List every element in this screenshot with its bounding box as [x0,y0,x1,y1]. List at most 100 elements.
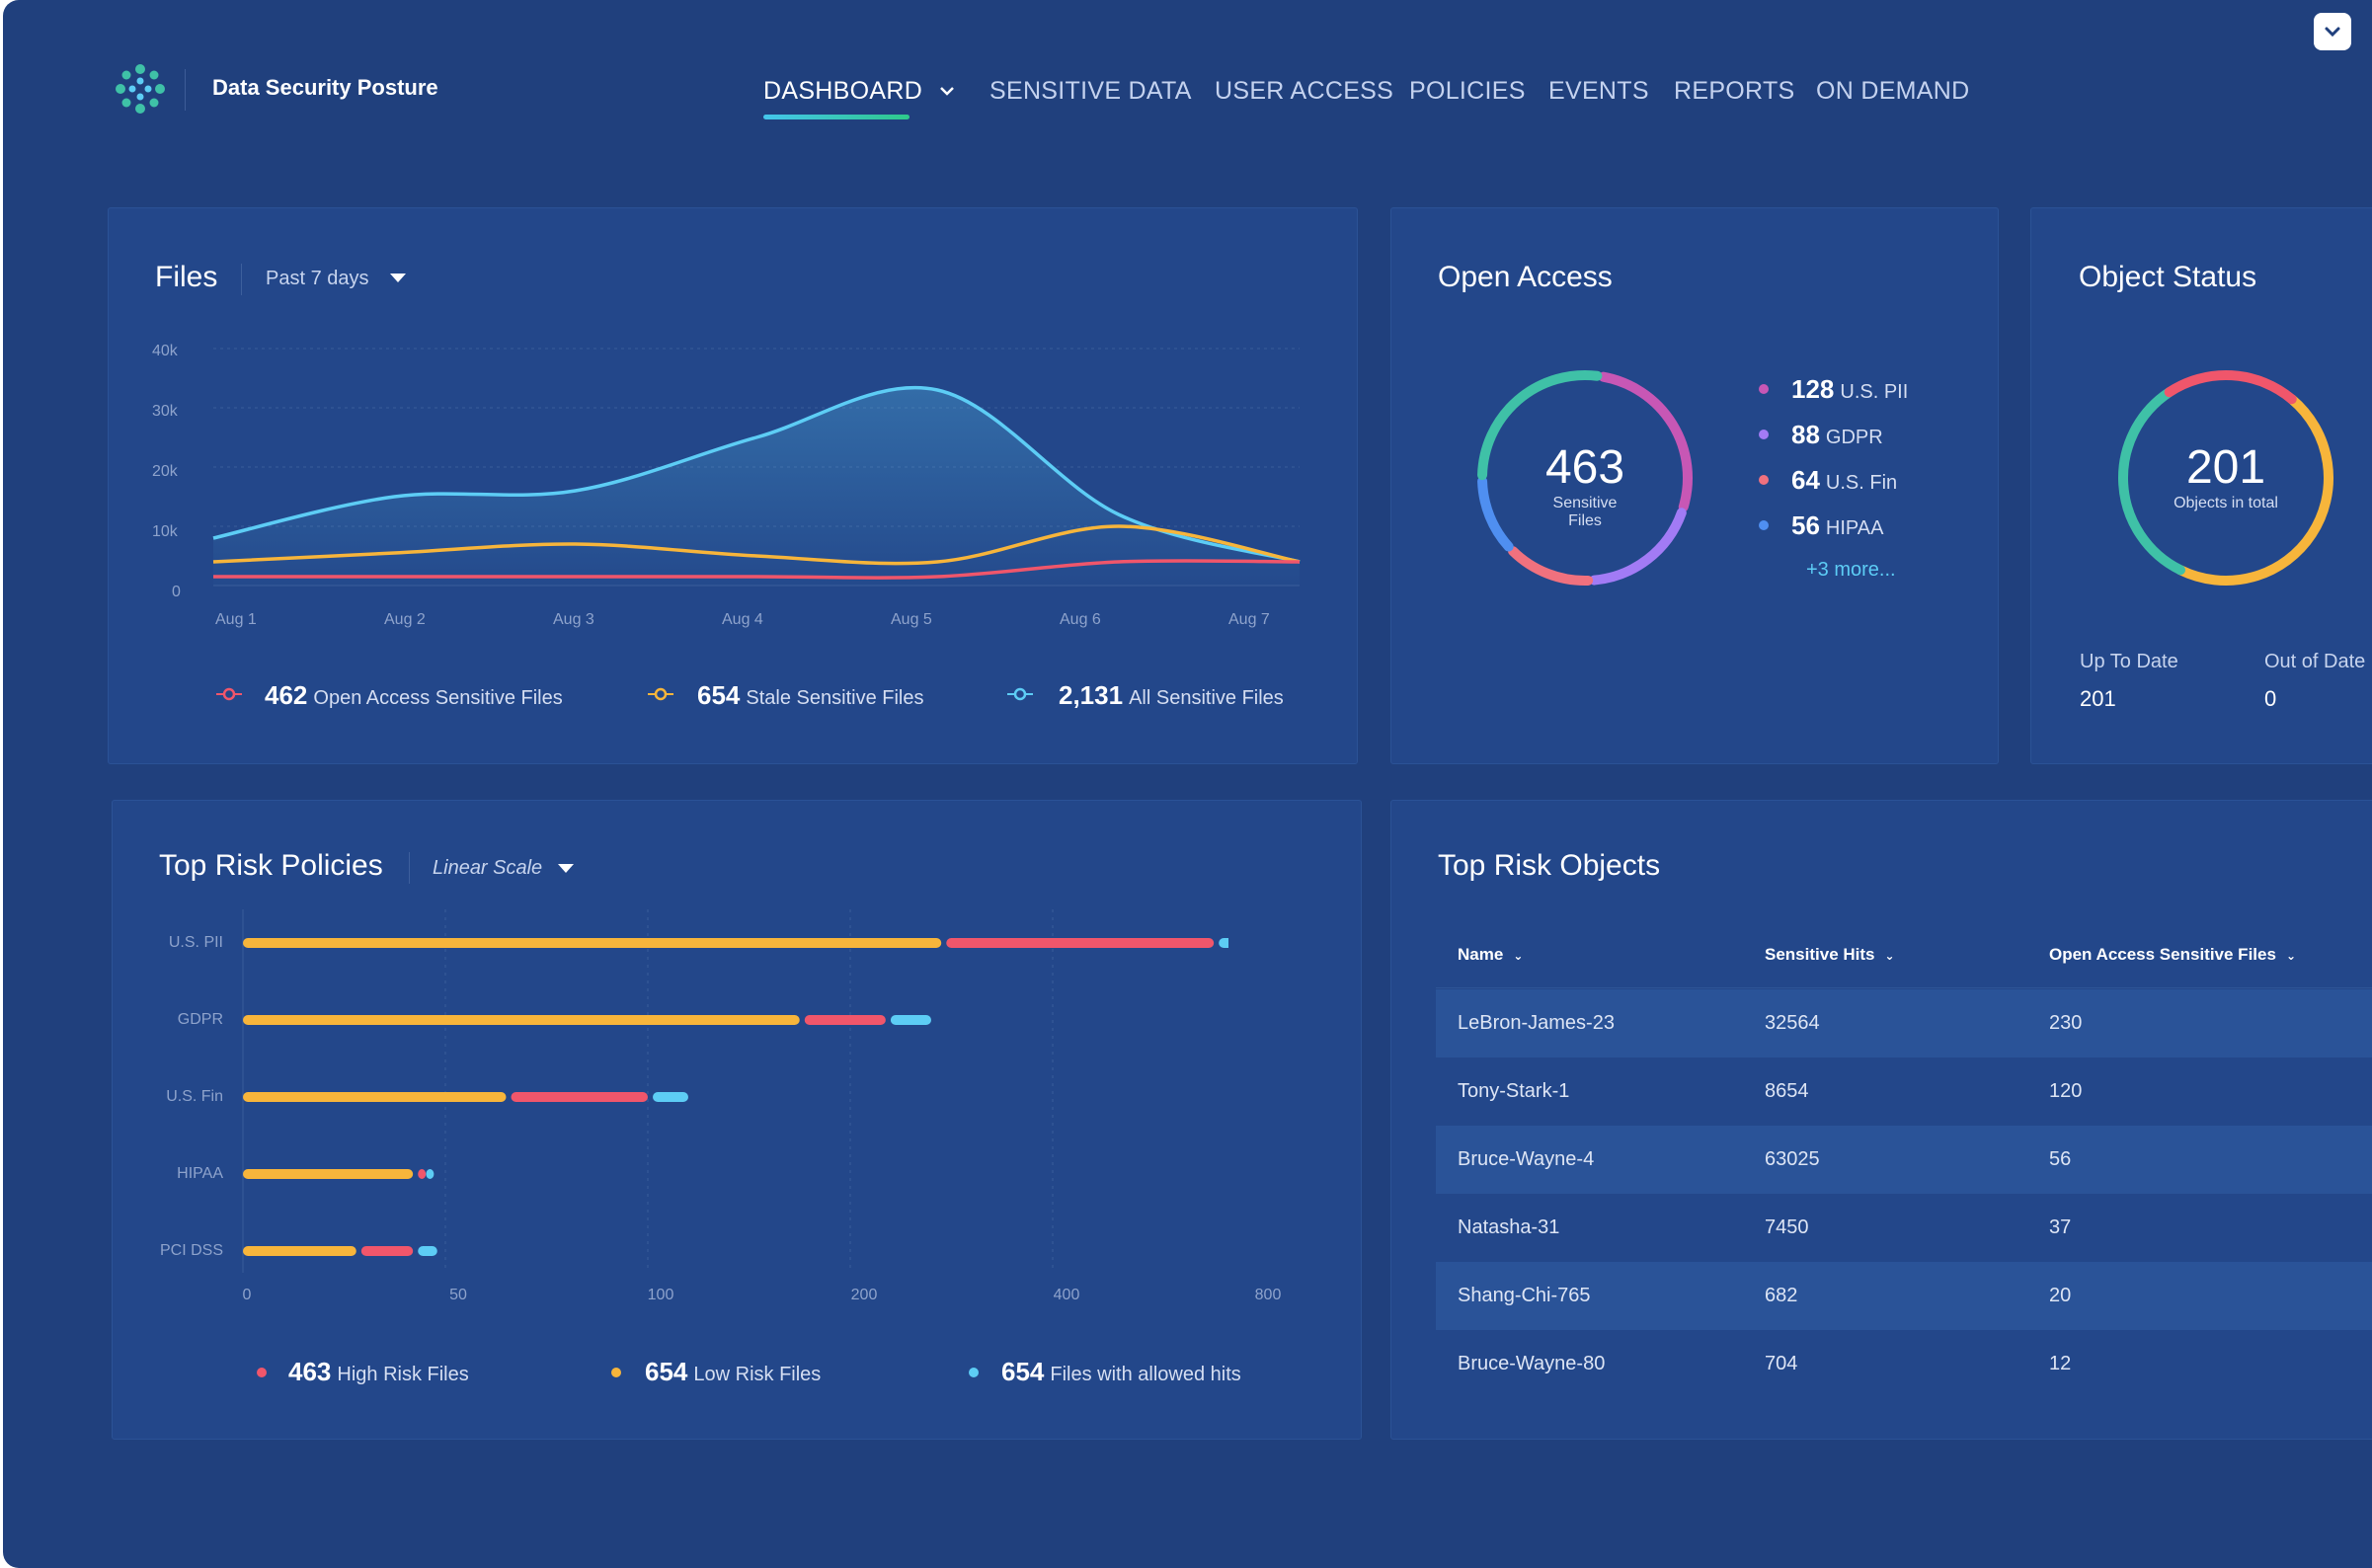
files-card: Files Past 7 days 40k 30k 20k 10k 0 Aug … [108,207,1358,764]
donut-slice [2164,370,2297,405]
open-access-donut [1477,370,1693,586]
legend-num: 2,131 [1059,680,1124,710]
out-of-date-value: 0 [2264,686,2277,711]
legend-num: 654 [697,680,741,710]
open-access-item: 88 GDPR [1791,420,1883,450]
nav-reports[interactable]: REPORTS [1674,77,1795,105]
series-area [213,387,1300,586]
cell-name: Bruce-Wayne-80 [1458,1353,1606,1374]
open-access-item: 56 HIPAA [1791,510,1883,541]
category-label: PCI DSS [159,1242,223,1259]
cell-sensitive-hits: 682 [1765,1285,1798,1306]
legend-num: 654 [645,1357,688,1386]
dropdown-caret-icon[interactable] [390,274,406,282]
x-tick: 200 [850,1287,878,1303]
scale-dropdown[interactable]: Linear Scale [433,857,542,880]
nav-policies[interactable]: POLICIES [1409,77,1526,105]
active-nav-indicator [763,115,909,119]
legend-num: 463 [288,1357,332,1386]
column-header-name[interactable]: Name ⌄ [1458,945,1523,965]
risk-policies-title: Top Risk Policies [159,849,383,882]
y-tick: 30k [152,403,178,420]
collapse-button[interactable] [2314,13,2351,50]
table-row[interactable]: Bruce-Wayne-4 63025 56 [1436,1126,2372,1194]
legend-num: 654 [1001,1357,1045,1386]
more-link[interactable]: +3 more... [1806,559,1896,581]
donut-slice [1598,371,1693,512]
x-tick: 50 [449,1287,467,1303]
object-status-donut [2118,370,2333,586]
cell-name: Shang-Chi-765 [1458,1285,1591,1306]
up-to-date-label: Up To Date [2080,651,2178,672]
table-header-divider [1436,987,2372,988]
item-label: U.S. Fin [1825,472,1898,494]
cell-open-access: 12 [2049,1353,2072,1374]
bar-segment [243,938,942,948]
legend-label: Stale Sensitive Files [746,687,924,709]
column-header-sensitive-hits[interactable]: Sensitive Hits ⌄ [1765,945,1895,965]
bar-segment [360,1246,414,1256]
table-row[interactable]: Tony-Stark-1 8654 120 [1436,1058,2372,1126]
donut-center: 201 Objects in total [2167,440,2285,512]
cell-sensitive-hits: 8654 [1765,1080,1809,1102]
category-label: U.S. Fin [166,1088,223,1105]
x-tick: Aug 1 [215,611,257,628]
bar-segment [511,1092,648,1102]
x-tick: Aug 5 [891,611,932,628]
up-to-date-value: 201 [2080,686,2116,711]
files-range-dropdown[interactable]: Past 7 days [266,268,369,290]
series-line [212,385,1301,564]
column-header-label: Open Access Sensitive Files [2049,945,2276,964]
risk-policies-card: Top Risk Policies Linear Scale U.S. PII … [112,800,1362,1440]
legend-dot [257,1368,267,1377]
legend-all-sensitive: 2,131 All Sensitive Files [1059,680,1284,711]
legend-open-access: 462 Open Access Sensitive Files [265,680,563,711]
y-tick: 10k [152,523,178,540]
column-header-label: Sensitive Hits [1765,945,1875,964]
cell-sensitive-hits: 704 [1765,1353,1798,1374]
open-access-card: Open Access 463 Sensitive Files 128 U.S. … [1390,207,1999,764]
chevron-down-icon: ⌄ [1513,949,1524,963]
open-access-total: 463 [1544,441,1625,494]
y-tick: 20k [152,463,178,480]
chevron-down-icon: ⌄ [1884,949,1895,963]
legend-high-risk: 463 High Risk Files [288,1357,469,1387]
x-tick: 100 [647,1287,674,1303]
risk-policies-bar-chart [242,909,1228,1273]
item-label: GDPR [1825,427,1883,448]
object-status-card: Object Status 201 Objects in total Up To… [2030,207,2372,764]
nav-events[interactable]: EVENTS [1548,77,1649,105]
category-label: GDPR [177,1011,223,1028]
bar-segment [946,938,1215,948]
files-range-label: Past 7 days [266,268,369,289]
bar-segment [418,1246,437,1256]
cell-open-access: 37 [2049,1216,2072,1238]
donut-center: 463 Sensitive Files [1536,440,1634,530]
donut-slice [1477,476,1514,552]
header-divider [185,69,186,111]
legend-label: High Risk Files [337,1364,469,1385]
cell-open-access: 56 [2049,1148,2072,1170]
nav-dashboard[interactable]: DASHBOARD [763,77,956,109]
app-title: Data Security Posture [212,75,438,100]
nav-user-access[interactable]: USER ACCESS [1215,77,1394,105]
nav-on-demand[interactable]: ON DEMAND [1816,77,1970,105]
table-row[interactable]: Natasha-31 7450 37 [1436,1194,2372,1262]
cell-name: Natasha-31 [1458,1216,1560,1238]
open-access-item: 128 U.S. PII [1791,374,1908,405]
item-count: 56 [1791,510,1820,540]
files-line-chart [212,348,1301,587]
legend-dot [1759,475,1769,485]
column-header-open-access[interactable]: Open Access Sensitive Files ⌄ [2049,945,2296,965]
dropdown-caret-icon[interactable] [558,864,574,873]
legend-label: Open Access Sensitive Files [313,687,563,709]
item-count: 88 [1791,420,1820,449]
cell-sensitive-hits: 32564 [1765,1012,1820,1034]
table-row[interactable]: Bruce-Wayne-80 704 12 [1436,1330,2372,1398]
chevron-down-icon [2325,27,2340,38]
title-divider [241,264,242,295]
table-row[interactable]: Shang-Chi-765 682 20 [1436,1262,2372,1330]
table-row[interactable]: LeBron-James-23 32564 230 [1436,989,2372,1058]
column-header-label: Name [1458,945,1504,964]
nav-sensitive-data[interactable]: SENSITIVE DATA [989,77,1192,105]
